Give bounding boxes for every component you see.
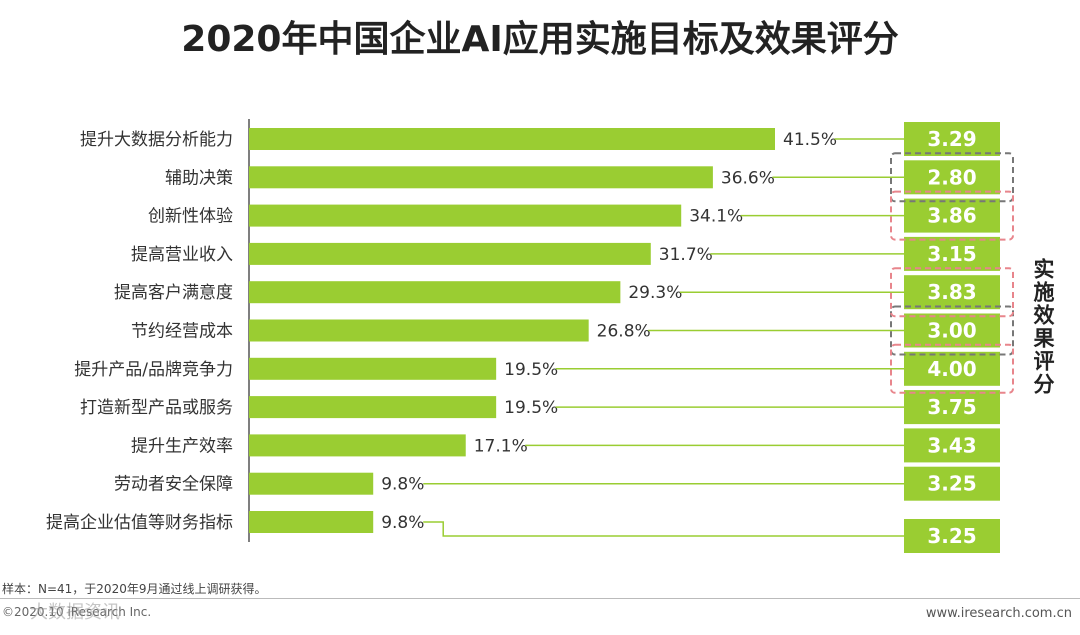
copyright-text: ©2020.10 iResearch Inc.: [2, 605, 152, 619]
score-box: [904, 198, 1000, 233]
score-box: [904, 428, 1000, 463]
bar-value-label: 19.5%: [504, 360, 558, 380]
bar-value-label: 9.8%: [381, 475, 424, 495]
bar: [249, 472, 374, 495]
score-value: 3.75: [927, 395, 976, 419]
score-box: [904, 122, 1000, 156]
highlight-frame-gray: [890, 152, 1014, 203]
score-box: [904, 351, 1000, 386]
category-label: 创新性体验: [148, 207, 233, 227]
score-box: [904, 519, 1000, 553]
website-link[interactable]: www.iresearch.com.cn: [925, 606, 1072, 621]
score-value: 3.86: [927, 204, 976, 228]
score-box: [904, 390, 1000, 425]
score-value: 3.83: [927, 280, 976, 304]
bar-value-label: 36.6%: [721, 168, 775, 188]
bar-value-label: 19.5%: [504, 398, 558, 418]
score-value: 3.00: [927, 319, 976, 343]
bar: [249, 204, 682, 227]
bar-value-label: 41.5%: [783, 130, 837, 150]
bar: [249, 242, 651, 265]
bar: [249, 357, 497, 380]
score-value: 3.15: [927, 242, 976, 266]
bar: [249, 511, 374, 533]
highlight-frame-gray: [890, 305, 1014, 356]
bar: [249, 166, 713, 189]
chart-title: 2020年中国企业AI应用实施目标及效果评分: [181, 19, 899, 60]
bar-value-label: 31.7%: [659, 245, 713, 265]
bar: [249, 281, 621, 304]
highlight-frame-pink: [890, 343, 1014, 394]
score-box: [904, 236, 1000, 271]
category-label: 劳动者安全保障: [114, 475, 233, 495]
category-label: 提高客户满意度: [114, 283, 233, 303]
score-value: 3.25: [927, 472, 976, 496]
score-axis-label: 实施效果评分: [1031, 258, 1055, 396]
score-value: 4.00: [927, 357, 976, 381]
category-label: 打造新型产品或服务: [80, 398, 233, 418]
bar: [249, 128, 775, 150]
category-label: 提高企业估值等财务指标: [46, 513, 233, 533]
score-value: 2.80: [927, 165, 976, 189]
category-label: 节约经营成本: [131, 322, 233, 342]
bar-value-label: 17.1%: [474, 436, 528, 456]
footer-divider: [0, 598, 1080, 599]
bar-value-label: 9.8%: [381, 513, 424, 533]
watermark-text: 大数据资讯: [30, 602, 120, 623]
score-value: 3.29: [927, 127, 976, 151]
sample-note: 样本：N=41，于2020年9月通过线上调研获得。: [2, 582, 267, 596]
category-label: 提高营业收入: [131, 245, 233, 265]
connector-line: [423, 521, 904, 537]
score-value: 3.43: [927, 433, 976, 457]
bar-chart: 提升大数据分析能力 41.5% 3.29 辅助决策 36.6% 2.80 创新性体验 34.1…: [46, 119, 1014, 553]
score-value: 3.25: [927, 524, 976, 548]
highlight-frame-pink: [890, 267, 1014, 318]
category-label: 提升生产效率: [131, 436, 233, 456]
highlight-frame-pink: [890, 190, 1014, 241]
score-box: [904, 160, 1000, 195]
score-box: [904, 313, 1000, 348]
bar-value-label: 29.3%: [628, 283, 682, 303]
bar: [249, 434, 466, 457]
score-box: [904, 466, 1000, 501]
category-label: 辅助决策: [165, 168, 233, 188]
bar: [249, 319, 589, 342]
score-box: [904, 275, 1000, 310]
category-label: 提升大数据分析能力: [80, 130, 233, 150]
bar: [249, 396, 497, 419]
category-label: 提升产品/品牌竞争力: [74, 360, 233, 380]
bar-value-label: 26.8%: [597, 322, 651, 342]
bar-value-label: 34.1%: [689, 207, 743, 227]
